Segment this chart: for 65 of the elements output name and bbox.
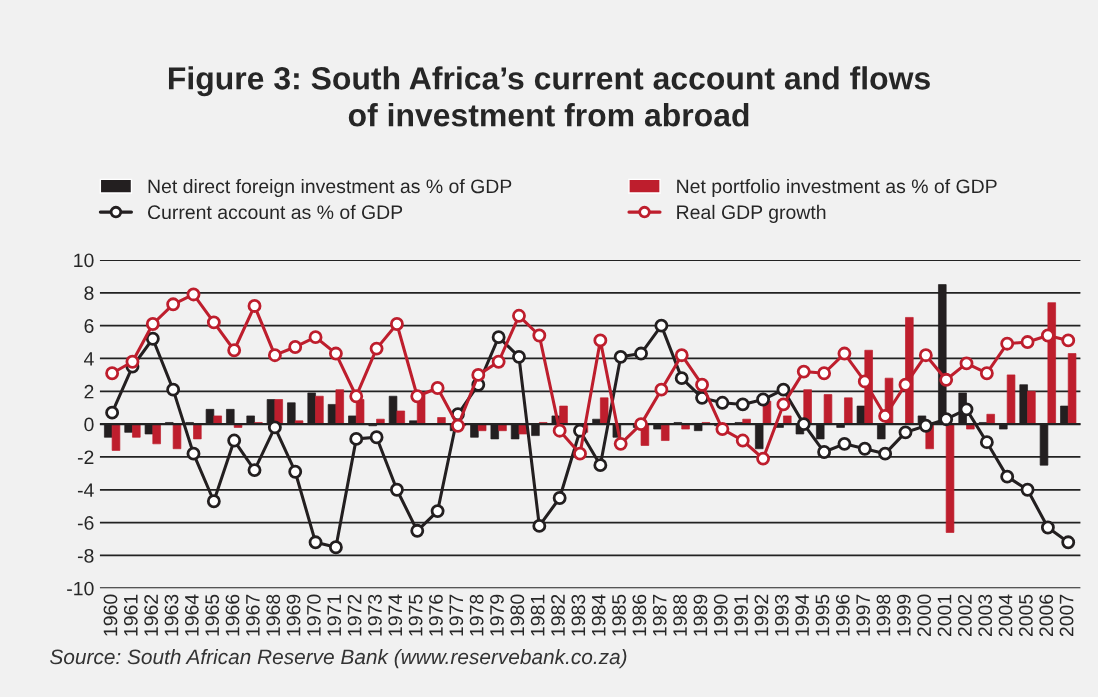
x-tick-label: 1973 [368, 594, 382, 636]
x-tick-label: 1975 [408, 594, 423, 636]
x-tick-label: 1999 [896, 594, 911, 636]
x-tick-label: 1972 [347, 594, 362, 636]
x-tick-label: 1968 [266, 594, 281, 636]
y-tick-label: 0 [84, 417, 94, 432]
x-tick-label: 1970 [307, 594, 321, 636]
y-tick-label: -2 [77, 450, 94, 464]
x-tick-label: 2002 [957, 594, 972, 637]
x-tick-label: 1961 [123, 594, 138, 636]
x-tick-label: 2003 [978, 594, 993, 637]
x-tick-label: 2004 [998, 594, 1013, 637]
x-tick-label: 1960 [103, 594, 118, 636]
x-tick-label: 1969 [286, 594, 301, 636]
x-tick-label: 1979 [490, 594, 504, 636]
x-tick-label: 1991 [734, 594, 748, 636]
x-tick-label: 1996 [835, 594, 850, 636]
y-tick-label: 2 [84, 384, 94, 399]
chart-title: Figure 3: South Africa’s current account and flows of investment from abroad [168, 66, 930, 127]
x-tick-label: 1990 [713, 594, 728, 636]
x-tick-label: 1994 [795, 594, 809, 636]
x-tick-label: 1977 [449, 594, 464, 636]
legend-label: Current account as % of GDP [148, 204, 403, 220]
x-tick-label: 1987 [652, 594, 667, 636]
x-tick-label: 1971 [327, 594, 342, 636]
x-tick-label: 1962 [144, 594, 159, 636]
x-tick-label: 1986 [632, 594, 647, 636]
x-tick-label: 1963 [164, 594, 179, 636]
x-tick-label: 1981 [530, 594, 545, 636]
x-tick-label: 1993 [774, 594, 789, 636]
x-tick-label: 2007 [1059, 594, 1074, 637]
x-tick-label: 2001 [937, 594, 952, 637]
legend-label: Net direct foreign investment as % of GDP [148, 178, 512, 198]
x-tick-label: 1998 [876, 594, 891, 636]
x-tick-label: 1988 [673, 594, 687, 636]
x-tick-label: 2006 [1039, 594, 1054, 637]
x-tick-label: 1997 [856, 594, 871, 636]
y-tick-label: -8 [77, 548, 94, 563]
x-tick-label: 1989 [693, 594, 708, 636]
x-tick-label: 1980 [510, 594, 525, 636]
y-tick-label: 8 [84, 286, 94, 301]
x-tick-label: 1964 [184, 594, 199, 636]
legend-label: Net portfolio investment as % of GDP [677, 178, 997, 198]
x-tick-label: 1965 [205, 594, 220, 636]
y-tick-label: -10 [67, 581, 94, 596]
x-tick-label: 1995 [815, 594, 830, 636]
x-tick-label: 2000 [917, 594, 932, 637]
x-tick-label: 1992 [754, 594, 769, 636]
x-tick-label: 1966 [225, 594, 240, 636]
y-tick-label: -6 [77, 516, 94, 530]
y-tick-label: 10 [74, 253, 94, 268]
y-tick-label: 4 [84, 352, 94, 366]
y-tick-label: -4 [77, 483, 94, 497]
x-tick-label: 1967 [245, 594, 260, 636]
x-tick-label: 1982 [551, 594, 565, 636]
x-tick-label: 2005 [1018, 594, 1033, 637]
legend-label: Real GDP growth [677, 204, 826, 223]
y-tick-label: 6 [84, 319, 94, 333]
x-tick-label: 1978 [469, 594, 484, 636]
x-tick-label: 1983 [571, 594, 586, 636]
x-tick-label: 1976 [429, 594, 443, 636]
source-note: Source: South African Reserve Bank (www.reservebank.co.za) [50, 648, 627, 669]
x-tick-label: 1984 [591, 594, 606, 636]
x-tick-label: 1985 [612, 594, 626, 636]
x-tick-label: 1974 [388, 594, 403, 636]
